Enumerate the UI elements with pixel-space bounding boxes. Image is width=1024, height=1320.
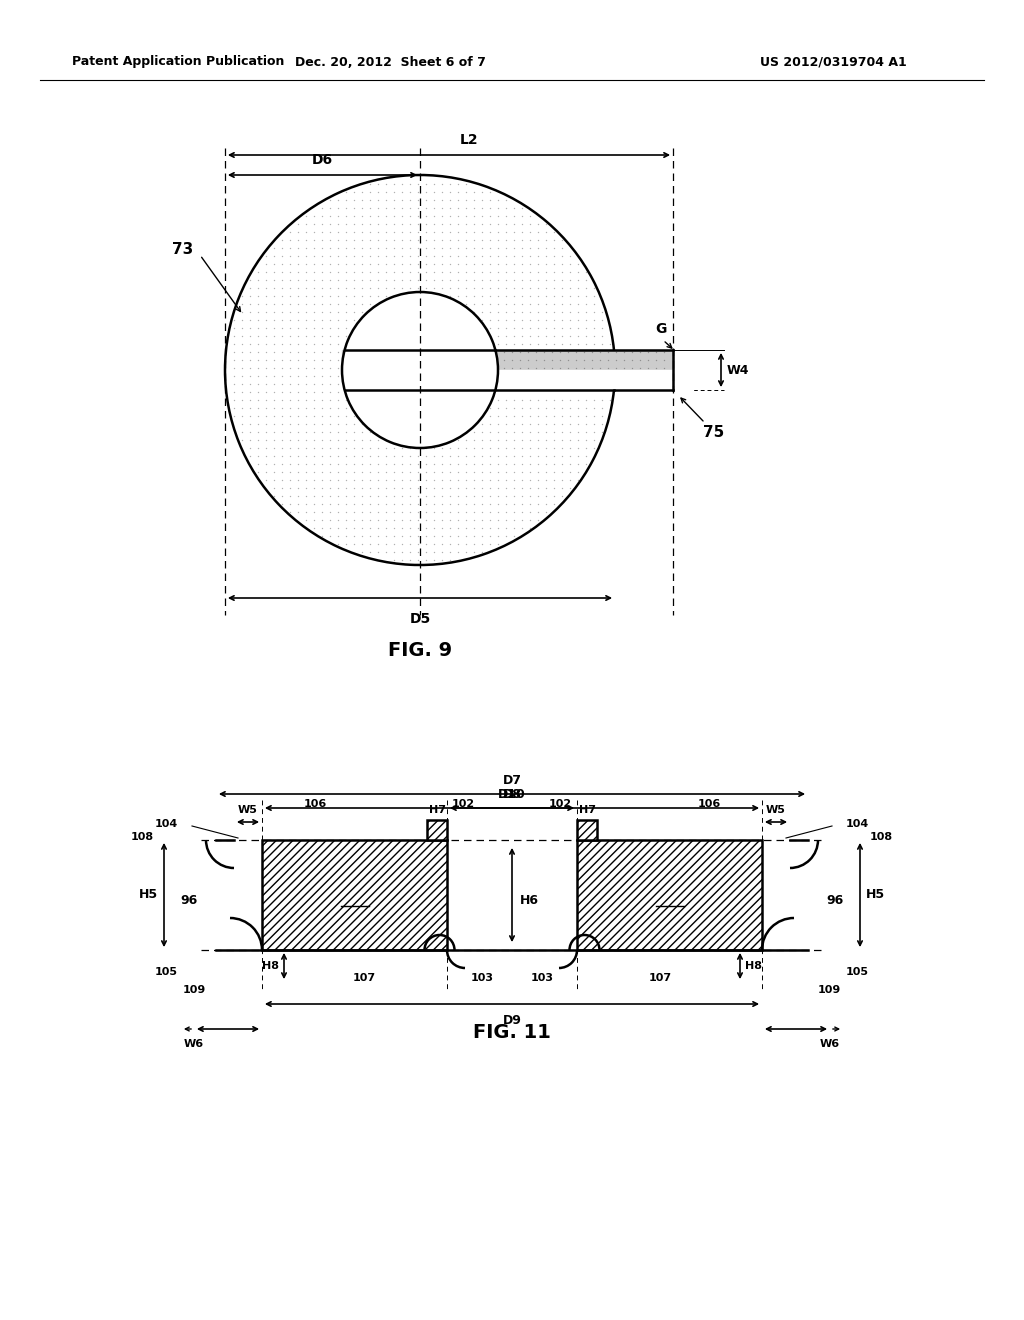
Text: W4: W4: [727, 363, 750, 376]
Text: 104: 104: [846, 818, 869, 829]
Text: 105: 105: [155, 968, 178, 977]
Bar: [577, 840, 762, 950]
Text: D10: D10: [498, 788, 526, 801]
Text: H6: H6: [520, 894, 539, 907]
Text: 75: 75: [703, 425, 724, 440]
Text: 108: 108: [870, 832, 893, 842]
Text: 89: 89: [344, 891, 366, 906]
Text: H7: H7: [579, 805, 596, 814]
Text: 89: 89: [658, 891, 680, 906]
Text: US 2012/0319704 A1: US 2012/0319704 A1: [760, 55, 906, 69]
Bar: [342, 370, 693, 395]
Bar: [427, 820, 447, 840]
Text: FIG. 9: FIG. 9: [388, 640, 452, 660]
Text: 103: 103: [530, 973, 554, 983]
Text: H7: H7: [428, 805, 445, 814]
Text: 102: 102: [549, 799, 572, 809]
Bar: [577, 820, 597, 840]
Text: 73: 73: [172, 243, 193, 257]
Text: 109: 109: [182, 985, 206, 995]
Text: H5: H5: [866, 888, 885, 902]
Text: H8: H8: [262, 961, 279, 972]
Text: 105: 105: [846, 968, 869, 977]
Text: H5: H5: [139, 888, 158, 902]
Bar: [262, 840, 447, 950]
Text: 107: 107: [352, 973, 376, 983]
Text: W5: W5: [238, 805, 258, 814]
Text: H8: H8: [745, 961, 762, 972]
Text: G: G: [655, 322, 667, 337]
Text: Dec. 20, 2012  Sheet 6 of 7: Dec. 20, 2012 Sheet 6 of 7: [295, 55, 485, 69]
Bar: [342, 350, 673, 370]
Text: 102: 102: [452, 799, 475, 809]
Text: 104: 104: [155, 818, 178, 829]
Text: W6: W6: [184, 1039, 204, 1049]
Circle shape: [342, 292, 498, 447]
Text: 107: 107: [648, 973, 672, 983]
Text: 103: 103: [470, 973, 494, 983]
Text: 96: 96: [826, 894, 843, 907]
Text: W6: W6: [820, 1039, 840, 1049]
Text: 106: 106: [303, 799, 327, 809]
Text: L2: L2: [460, 133, 478, 147]
Text: W5: W5: [766, 805, 786, 814]
Text: FIG. 11: FIG. 11: [473, 1023, 551, 1041]
Text: D8: D8: [503, 788, 521, 801]
Text: Patent Application Publication: Patent Application Publication: [72, 55, 285, 69]
Text: 74: 74: [391, 358, 413, 372]
Text: D6: D6: [312, 153, 333, 168]
Text: 106: 106: [697, 799, 721, 809]
Text: 96: 96: [181, 894, 198, 907]
Text: D9: D9: [503, 1014, 521, 1027]
Text: 109: 109: [818, 985, 842, 995]
Text: D5: D5: [410, 612, 431, 626]
Text: 108: 108: [131, 832, 154, 842]
Text: D7: D7: [503, 774, 521, 787]
